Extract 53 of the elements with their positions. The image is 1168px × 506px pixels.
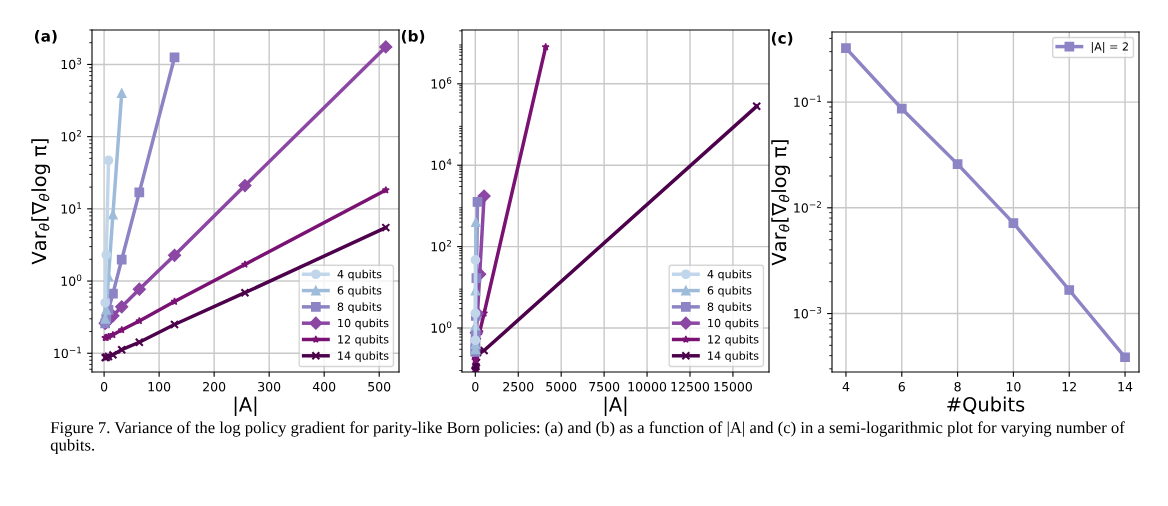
x-tick-label: 14 xyxy=(1118,382,1133,392)
x-tick-label: 10 xyxy=(1006,381,1021,392)
legend-label: 8 qubits xyxy=(707,302,752,314)
y-tick-label: 10$^{−2}$ xyxy=(794,201,821,213)
caption: Figure 7. Variance of the log policy gradient for parity-like Born policies: (a) and (b) as a function of |A| and (c) in a semi-logarithmic plot for varying number of qubits. xyxy=(50,421,1125,455)
y-tick-label: 10$^{1}$ xyxy=(61,202,82,214)
legend-label: 14 qubits xyxy=(708,351,759,362)
x-tick-label: 8 xyxy=(954,381,961,392)
x-tick-label: 15000 xyxy=(714,381,752,392)
x-tick-label: 6 xyxy=(898,381,905,392)
x-tick-label: 0 xyxy=(472,381,479,392)
y-tick-label: 10$^{−1}$ xyxy=(54,346,82,359)
legend-label: 12 qubits xyxy=(338,334,389,346)
x-tick-label: 0 xyxy=(100,381,108,392)
chart-title: (b) xyxy=(401,30,425,44)
y-axis-title: Var$_{θ}$[∇$_{θ}$log π] xyxy=(31,139,51,265)
x-tick-label: 2500 xyxy=(503,381,534,392)
y-tick-label: 10$^{−3}$ xyxy=(794,306,822,319)
legend-label: 12 qubits xyxy=(708,334,759,346)
x-axis-title: |A| xyxy=(234,396,257,417)
y-tick-label: 10$^{3}$ xyxy=(61,57,82,70)
x-tick-label: 7500 xyxy=(589,381,620,392)
x-axis-title: |A| xyxy=(604,396,627,417)
y-tick-label: 10$^{2}$ xyxy=(431,239,451,252)
legend-label: 10 qubits xyxy=(338,318,389,330)
x-axis-title: #Qubits xyxy=(947,396,1025,414)
legend-label: |A| = 2 xyxy=(1091,42,1128,54)
y-tick-label: 10$^{4}$ xyxy=(431,158,452,171)
legend-label: 4 qubits xyxy=(707,269,752,281)
x-tick-label: 4 xyxy=(842,382,850,392)
x-tick-label: 500 xyxy=(368,381,391,392)
chart-title: (c) xyxy=(771,32,793,46)
legend-label: 10 qubits xyxy=(708,318,759,330)
x-tick-label: 200 xyxy=(203,381,226,392)
y-tick-label: 10$^{0}$ xyxy=(61,274,82,286)
chart-title: (a) xyxy=(34,30,57,44)
legend-label: 6 qubits xyxy=(337,286,382,297)
x-tick-label: 100 xyxy=(148,381,171,392)
legend-label: 4 qubits xyxy=(337,269,382,281)
x-tick-label: 400 xyxy=(312,381,336,392)
y-tick-label: 10$^{2}$ xyxy=(61,130,81,142)
y-tick-label: 10$^{0}$ xyxy=(431,321,452,333)
y-axis-title: Var$_{θ}$[∇$_{θ}$log π] xyxy=(771,140,791,266)
y-tick-label: 10$^{−1}$ xyxy=(794,95,822,107)
legend-label: 6 qubits xyxy=(707,286,752,297)
legend-label: 8 qubits xyxy=(337,302,382,314)
x-tick-label: 5000 xyxy=(546,381,577,392)
y-tick-label: 10$^{6}$ xyxy=(431,77,452,89)
x-tick-label: 12500 xyxy=(671,381,710,392)
x-tick-label: 10000 xyxy=(628,381,667,392)
legend-label: 14 qubits xyxy=(338,351,389,362)
x-tick-label: 300 xyxy=(258,381,281,392)
x-tick-label: 12 xyxy=(1062,381,1076,392)
